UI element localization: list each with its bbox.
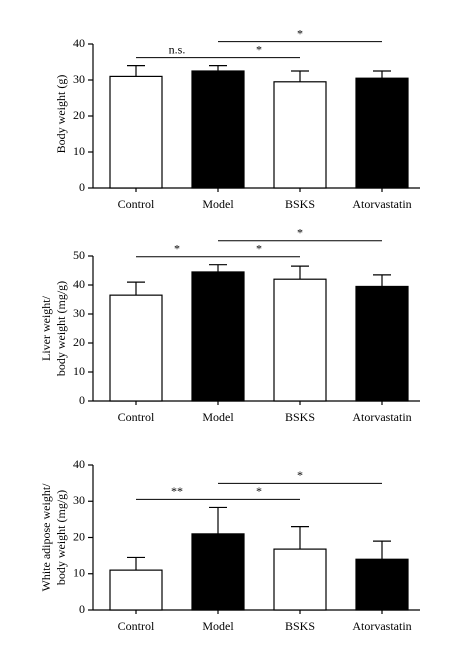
y-axis-label: body weight (mg/g) (54, 490, 68, 585)
x-tick-label: BSKS (285, 619, 315, 633)
significance-label: n.s. (169, 42, 186, 56)
bar (109, 75, 163, 189)
bar (109, 294, 163, 402)
significance-label: * (297, 468, 303, 482)
y-tick-label: 10 (73, 364, 85, 378)
y-axis-label: Liver weight/ (39, 295, 53, 361)
chart: 0 10 20 30 40 50 Liver weight/body weight (mg/… (39, 225, 420, 424)
x-tick-label: Atorvastatin (352, 197, 411, 211)
x-tick-label: Control (118, 619, 155, 633)
x-tick-label: Model (202, 619, 234, 633)
y-axis-label: body weight (mg/g) (54, 281, 68, 376)
y-tick-label: 20 (73, 108, 85, 122)
significance-label: * (256, 484, 262, 498)
y-tick-label: 0 (79, 602, 85, 616)
bar (191, 271, 245, 402)
x-tick-label: Control (118, 410, 155, 424)
x-tick-label: Model (202, 410, 234, 424)
x-tick-label: Control (118, 197, 155, 211)
bar (273, 278, 327, 402)
y-axis-label: Body weight (g) (54, 75, 68, 154)
x-tick-label: BSKS (285, 197, 315, 211)
y-tick-label: 10 (73, 566, 85, 580)
x-tick-label: Atorvastatin (352, 410, 411, 424)
y-tick-label: 0 (79, 180, 85, 194)
y-tick-label: 20 (73, 335, 85, 349)
bar (355, 77, 409, 189)
bar (191, 70, 245, 189)
significance-label: * (256, 42, 262, 56)
bar (273, 81, 327, 189)
significance-label: * (174, 241, 180, 255)
significance-label: * (297, 225, 303, 239)
y-tick-label: 10 (73, 144, 85, 158)
x-tick-label: Model (202, 197, 234, 211)
y-tick-label: 40 (73, 277, 85, 291)
y-tick-label: 50 (73, 248, 85, 262)
bar (355, 285, 409, 402)
y-tick-label: 40 (73, 457, 85, 471)
y-tick-label: 20 (73, 529, 85, 543)
y-tick-label: 0 (79, 393, 85, 407)
significance-label: * (256, 241, 262, 255)
y-tick-label: 30 (73, 306, 85, 320)
significance-label: ** (171, 484, 183, 498)
significance-label: * (297, 26, 303, 40)
bar (273, 548, 327, 611)
bar (191, 533, 245, 611)
y-tick-label: 40 (73, 36, 85, 50)
y-tick-label: 30 (73, 72, 85, 86)
bar (355, 558, 409, 611)
chart: 0 10 20 30 40 White adipose weight/body weigh… (39, 457, 420, 633)
bar (109, 569, 163, 611)
x-tick-label: Atorvastatin (352, 619, 411, 633)
y-axis-label: White adipose weight/ (39, 483, 53, 592)
x-tick-label: BSKS (285, 410, 315, 424)
chart: 0 10 20 30 40 Body weight (g) Control Model BSKS… (54, 26, 420, 211)
y-tick-label: 30 (73, 493, 85, 507)
